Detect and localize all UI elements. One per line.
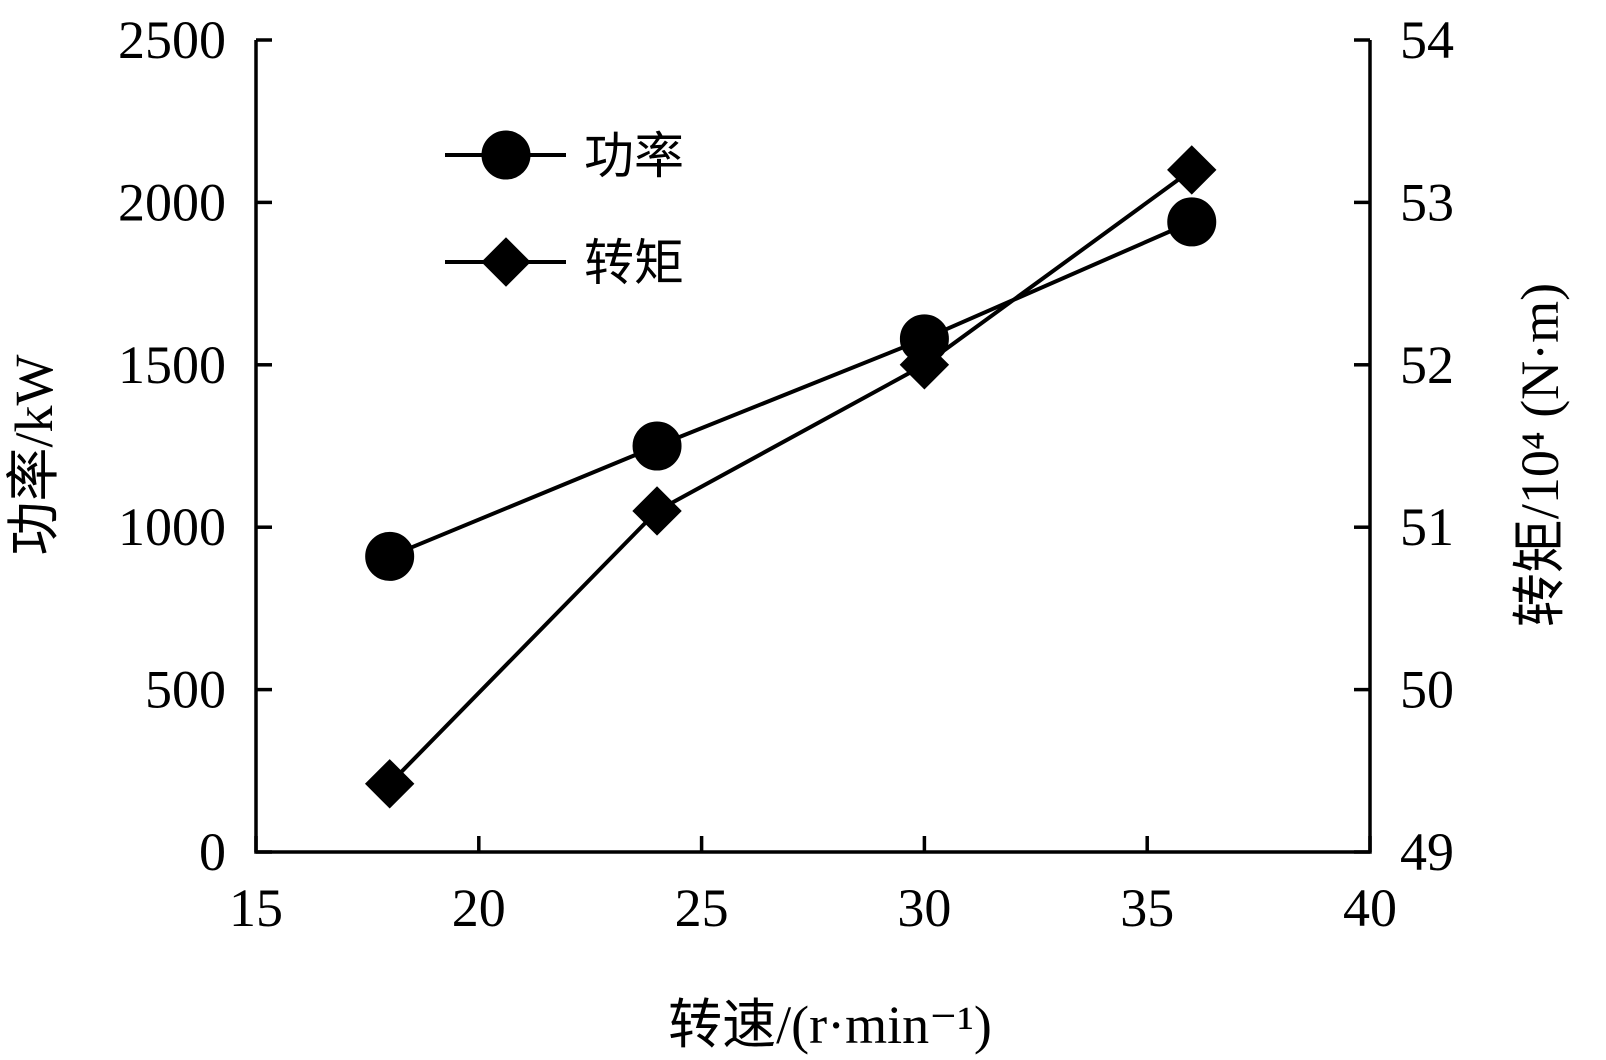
y2-axis-title: 转矩/10⁴ (N·m): [1510, 283, 1570, 627]
x-tick-label: 20: [452, 878, 506, 938]
x-axis-title: 转速/(r·min⁻¹): [668, 995, 992, 1055]
x-tick-label: 15: [229, 878, 283, 938]
legend-label-power: 功率: [584, 127, 684, 185]
legend-marker-torque: [481, 237, 531, 287]
x-tick-label: 40: [1343, 878, 1397, 938]
y-tick-label: 1000: [118, 497, 226, 557]
y2-tick-label: 53: [1400, 172, 1454, 232]
y-tick-label: 2000: [118, 172, 226, 232]
y-axis-title: 功率/kW: [4, 354, 64, 555]
series-line-power: [388, 220, 1193, 559]
data-point-power: [365, 531, 415, 581]
plot-area: [364, 145, 1217, 809]
x-tick-label: 35: [1120, 878, 1174, 938]
x-tick-label: 30: [897, 878, 951, 938]
y2-tick-label: 49: [1400, 822, 1454, 882]
series-line-torque: [388, 168, 1193, 786]
y2-tick-label: 52: [1400, 335, 1454, 395]
data-point-power: [1167, 197, 1217, 247]
data-point-torque: [364, 759, 415, 809]
legend-marker-power: [481, 130, 531, 180]
y-tick-label: 2500: [118, 10, 226, 70]
y-tick-label: 0: [199, 822, 226, 882]
data-point-power: [632, 421, 682, 471]
y2-tick-label: 54: [1400, 10, 1454, 70]
y-tick-label: 500: [145, 660, 226, 720]
axes: 15 20 25 30 35 40 0 500 1000 1500 2000 2500 49 50 51 52…: [118, 10, 1454, 938]
data-point-torque: [1167, 145, 1217, 195]
y-tick-label: 1500: [118, 335, 226, 395]
y2-tick-label: 50: [1400, 660, 1454, 720]
x-tick-label: 25: [675, 878, 729, 938]
axis-frame: [254, 40, 1372, 854]
legend-label-torque: 转矩: [584, 234, 684, 292]
data-point-torque: [632, 486, 682, 536]
y2-tick-label: 51: [1400, 497, 1454, 557]
data-point-torque: [899, 340, 950, 390]
